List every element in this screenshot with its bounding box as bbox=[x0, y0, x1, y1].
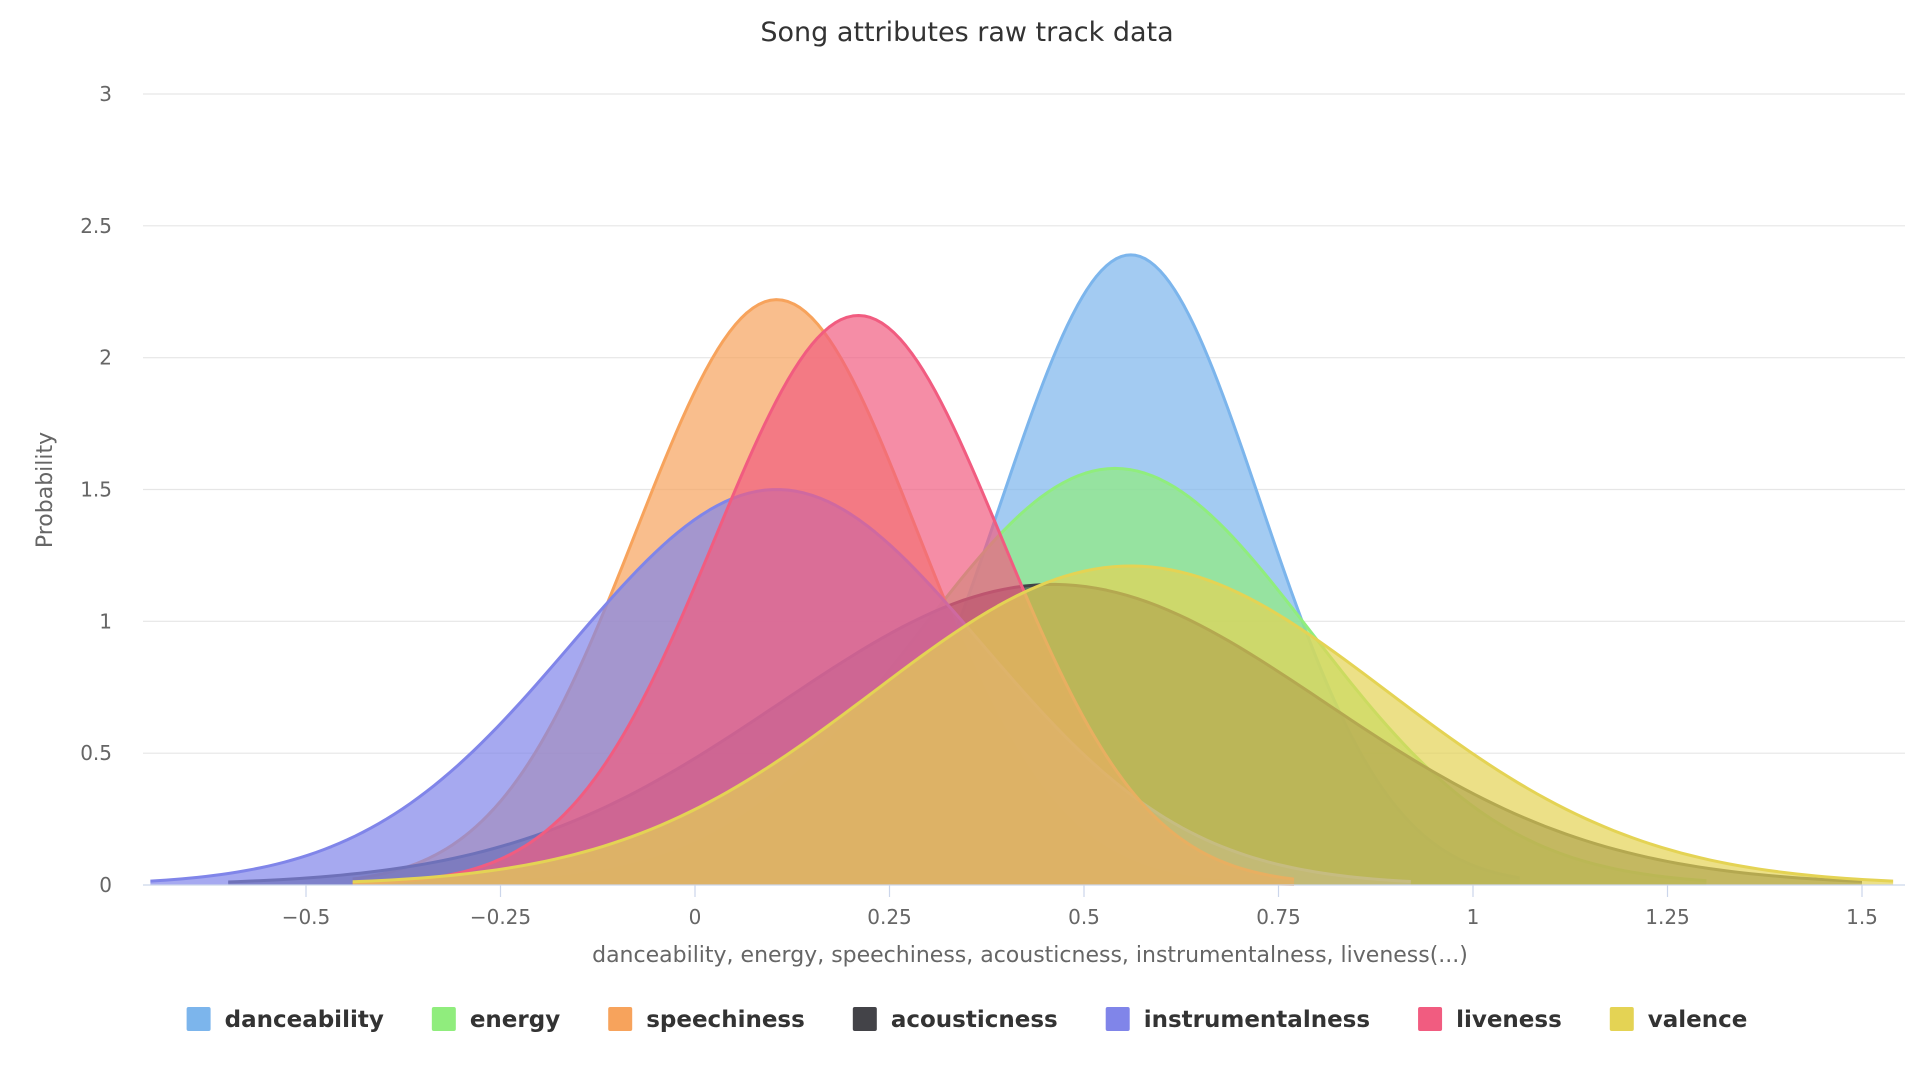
legend-swatch bbox=[1418, 1007, 1443, 1031]
legend-label: energy bbox=[470, 1007, 560, 1033]
x-tick-label: 1.5 bbox=[1846, 905, 1878, 929]
chart-title: Song attributes raw track data bbox=[760, 17, 1173, 48]
legend-swatch bbox=[852, 1007, 877, 1031]
legend-item-speechiness: speechiness bbox=[608, 1007, 805, 1033]
series-areas bbox=[150, 253, 1894, 886]
y-tick-label: 3 bbox=[99, 82, 112, 106]
y-axis-label: Probability bbox=[33, 432, 58, 548]
legend-swatch bbox=[186, 1007, 211, 1031]
x-tick-label: 1 bbox=[1467, 905, 1480, 929]
legend-swatch bbox=[1609, 1007, 1634, 1031]
axes: 0 0.5 1 1.5 2 2.5 3 −0.5 −0.25 0 0.25 0.5 0.75 1 1.25 1… bbox=[80, 82, 1905, 929]
legend-item-danceability: danceability bbox=[186, 1007, 384, 1033]
x-tick-label: 1.25 bbox=[1645, 905, 1690, 929]
legend-item-energy: energy bbox=[431, 1007, 560, 1033]
y-tick-label: 0 bbox=[99, 873, 112, 897]
legend-label: speechiness bbox=[646, 1007, 805, 1033]
series-line-valence bbox=[352, 564, 1894, 884]
legend-swatch bbox=[1105, 1007, 1130, 1031]
legend-label: liveness bbox=[1456, 1007, 1562, 1033]
y-tick-label: 1.5 bbox=[80, 478, 112, 502]
legend-item-liveness: liveness bbox=[1418, 1007, 1562, 1033]
legend-label: instrumentalness bbox=[1144, 1007, 1370, 1033]
y-tick-label: 2 bbox=[99, 346, 112, 370]
legend: danceability energy speechiness acousticnes… bbox=[186, 1007, 1748, 1033]
x-tick-label: −0.25 bbox=[470, 905, 531, 929]
legend-label: acousticness bbox=[891, 1007, 1058, 1033]
x-tick-label: −0.5 bbox=[282, 905, 331, 929]
y-tick-label: 2.5 bbox=[80, 214, 112, 238]
y-tick-label: 0.5 bbox=[80, 741, 112, 765]
x-tick-label: 0.5 bbox=[1068, 905, 1100, 929]
x-axis-label: danceability, energy, speechiness, acous… bbox=[592, 943, 1468, 968]
legend-swatch bbox=[608, 1007, 633, 1031]
legend-item-acousticness: acousticness bbox=[852, 1007, 1058, 1033]
x-tick-label: 0.75 bbox=[1256, 905, 1301, 929]
legend-swatch bbox=[431, 1007, 456, 1031]
legend-item-valence: valence bbox=[1609, 1007, 1748, 1033]
series-area-valence bbox=[352, 565, 1894, 885]
legend-item-instrumentalness: instrumentalness bbox=[1105, 1007, 1370, 1033]
legend-label: valence bbox=[1648, 1007, 1748, 1033]
y-tick-label: 1 bbox=[99, 609, 112, 633]
x-tick-label: 0.25 bbox=[867, 905, 912, 929]
x-tick-label: 0 bbox=[689, 905, 702, 929]
legend-label: danceability bbox=[225, 1007, 384, 1033]
